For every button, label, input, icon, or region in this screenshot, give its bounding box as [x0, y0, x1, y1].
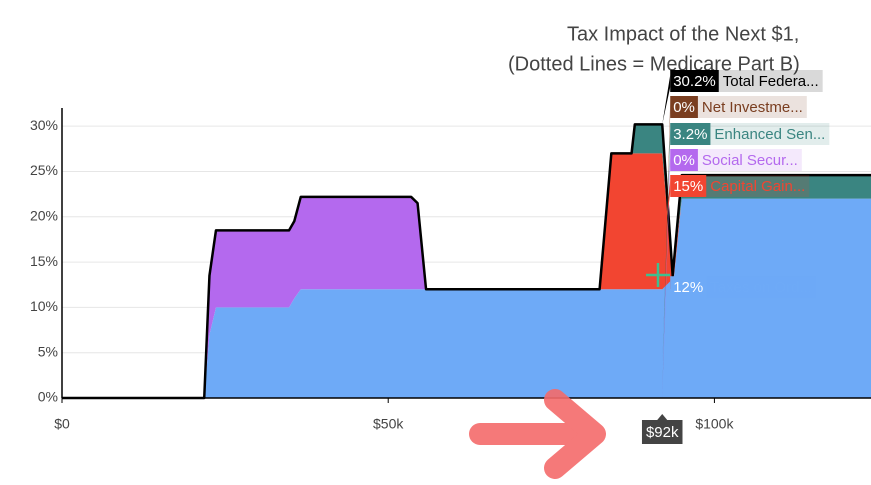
- chart-title: Tax Impact of the Next $1,: [567, 23, 799, 45]
- y-tick-label: 5%: [38, 343, 58, 359]
- hover-label: 3.2% Enhanced Sen...: [662, 123, 830, 369]
- pointer-arrow: [469, 389, 606, 479]
- y-tick-label: 10%: [30, 298, 58, 314]
- hover-pointer: [662, 128, 671, 369]
- hover-value: 0%: [673, 152, 695, 169]
- hover-pointer: [662, 281, 671, 294]
- x-tick-label: $50k: [373, 416, 404, 432]
- cursor-cross: [646, 263, 670, 287]
- hover-label: 30.2% Total Federa...: [662, 70, 823, 125]
- area-0: [62, 198, 871, 398]
- hover-label: 12% Taxes on Ord...: [662, 276, 816, 299]
- hover-value: 15%: [673, 178, 703, 195]
- hover-name: Social Secur...: [702, 152, 798, 169]
- hover-label: 15% Capital Gain...: [662, 175, 810, 263]
- total-line: [62, 123, 871, 400]
- hover-value: 0%: [673, 99, 695, 116]
- hover-name: Taxes on Ord...: [710, 279, 812, 296]
- x-tick-label: $100k: [695, 416, 734, 432]
- y-tick-label: 20%: [30, 207, 58, 223]
- y-tick-label: 30%: [30, 117, 58, 133]
- hover-value: 30.2%: [673, 73, 716, 90]
- hover-value-box: [670, 123, 711, 145]
- hover-name: Total Federa...: [723, 73, 819, 90]
- hover-x-label: $92k: [646, 424, 679, 441]
- areas: [62, 123, 871, 400]
- chart-subtitle: (Dotted Lines = Medicare Part B): [508, 53, 800, 75]
- hover-x-pointer: [657, 414, 668, 420]
- x-tick-label: $0: [54, 416, 70, 432]
- hover-name: Capital Gain...: [710, 178, 805, 195]
- hover-name-box: [697, 96, 807, 118]
- axes: 0% 5% 10% 15% 20% 25% 30% $0 $50k $100k: [30, 108, 871, 432]
- hover-pointer: [662, 101, 671, 398]
- area-1: [62, 196, 871, 398]
- hover-value-box: [670, 149, 698, 171]
- y-tick-label: 0%: [38, 389, 58, 405]
- y-tick-label: 25%: [30, 162, 58, 178]
- hover-value-box: [670, 276, 707, 299]
- y-tick-label: 15%: [30, 253, 58, 269]
- hover-name-box: [706, 276, 816, 299]
- arrow-head: [544, 389, 606, 479]
- hover-name-box: [697, 149, 802, 171]
- hover-x-box: [641, 420, 683, 444]
- hover-pointer: [662, 75, 671, 125]
- hover-value-box: [670, 175, 707, 197]
- hover-name-box: [710, 123, 830, 145]
- hover-name-box: [718, 70, 823, 92]
- hover-value-box: [670, 70, 719, 92]
- hover-value: 12%: [673, 279, 703, 296]
- hover-value: 3.2%: [673, 126, 707, 143]
- hover-name: Enhanced Sen...: [714, 126, 825, 143]
- hover-value-box: [670, 96, 698, 118]
- hover-name: Net Investme...: [702, 99, 803, 116]
- hover-pointer: [662, 180, 671, 263]
- hover-labels: $92k 12% Taxes on Ord... 0% Social Secur... 1…: [641, 70, 830, 444]
- hover-name-box: [706, 175, 810, 197]
- hover-label: 0% Net Investme...: [662, 96, 807, 398]
